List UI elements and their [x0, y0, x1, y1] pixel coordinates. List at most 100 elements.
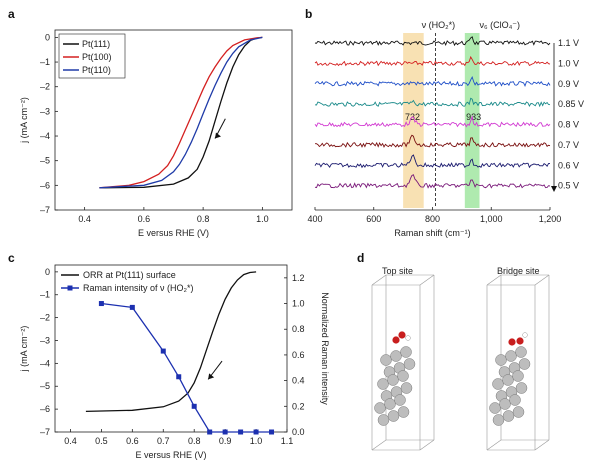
x-tick-label: 800 [425, 214, 440, 224]
y2-tick-label: 1.0 [292, 299, 305, 309]
y-tick-label: 0 [45, 32, 50, 42]
y2-tick-label: 0.2 [292, 401, 305, 411]
oxygen-atom [392, 336, 400, 344]
panel-letter-a: a [8, 7, 15, 21]
y-tick-label: –7 [40, 427, 50, 437]
x-axis-title: E versus RHE (V) [135, 450, 206, 460]
y-tick-label: –5 [40, 381, 50, 391]
series-line-raman [101, 302, 272, 433]
cell-edge [486, 439, 502, 451]
oxygen-atom [508, 338, 516, 346]
potential-label: 0.9 V [558, 79, 579, 89]
y-tick-label: –5 [40, 156, 50, 166]
y-tick-label: –4 [40, 131, 50, 141]
x-tick-label: 0.5 [95, 436, 108, 446]
legend-label-orr: ORR at Pt(111) surface [83, 270, 176, 280]
y-tick-label: –6 [40, 180, 50, 190]
pt-atom [384, 398, 396, 410]
raman-point [160, 348, 166, 354]
series-line-Pt(110) [99, 36, 263, 189]
y-tick-label: –7 [40, 205, 50, 215]
y-axis-title: j (mA cm⁻²) [19, 326, 29, 373]
x-tick-label: 1.0 [256, 214, 269, 224]
panel-d-structures: Top site Bridge site [371, 266, 550, 451]
highlight-band [403, 33, 424, 208]
top-site-label: Top site [382, 266, 413, 276]
pt-atom [489, 402, 501, 414]
x-axis-title: Raman shift (cm⁻¹) [394, 228, 470, 238]
y2-tick-label: 1.2 [292, 273, 305, 283]
y2-tick-label: 0.4 [292, 376, 305, 386]
x-tick-label: 0.8 [188, 436, 201, 446]
panel-letter-c: c [8, 251, 15, 265]
potential-label: 1.0 V [558, 58, 579, 68]
x-tick-label: 0.9 [219, 436, 232, 446]
x-tick-label: 600 [366, 214, 381, 224]
x-tick-label: 1,200 [539, 214, 562, 224]
peak-label-933: 933 [466, 112, 481, 122]
legend-label: Pt(110) [82, 65, 111, 75]
x-tick-label: 1.1 [281, 436, 294, 446]
y-tick-label: –1 [40, 57, 50, 67]
potential-label: 0.8 V [558, 120, 579, 130]
x-tick-label: 1,000 [480, 214, 503, 224]
y-tick-label: –6 [40, 404, 50, 414]
pt-atom [374, 402, 386, 414]
y-tick-label: –1 [40, 290, 50, 300]
clo4-label: ν₆ (ClO₄⁻) [480, 20, 521, 30]
potential-label: 0.5 V [558, 181, 579, 191]
pt-atom [492, 378, 504, 390]
y-axis-title: j (mA cm⁻²) [19, 97, 29, 144]
pt-atom [499, 398, 511, 410]
highlight-band [464, 33, 480, 208]
series-line-orr [85, 271, 257, 413]
y-tick-label: –3 [40, 106, 50, 116]
pt-atom [515, 346, 527, 358]
pt-atom [502, 410, 515, 422]
spectrum-0.7 V [315, 134, 551, 148]
cell-edge [486, 274, 502, 286]
spectrum-0.5 V [314, 174, 551, 189]
x-tick-label: 400 [307, 214, 322, 224]
y-tick-label: –3 [40, 335, 50, 345]
pt-atom [387, 374, 399, 386]
oxygen-atom [516, 337, 524, 345]
potential-arrow-head [551, 186, 557, 192]
cell-edge [534, 439, 550, 451]
pt-atom [502, 374, 514, 386]
cell-edge [419, 274, 435, 286]
plot-frame [54, 264, 288, 433]
oxygen-atom [398, 331, 406, 339]
x-tick-label: 0.6 [138, 214, 151, 224]
raman-point [222, 429, 228, 435]
pt-atom [515, 382, 528, 394]
y-tick-label: –2 [40, 313, 50, 323]
x-tick-label: 0.8 [197, 214, 210, 224]
pt-atom [509, 394, 521, 406]
y-tick-label: –4 [40, 358, 50, 368]
panel-letter-b: b [305, 7, 312, 21]
y2-tick-label: 0.6 [292, 350, 305, 360]
top-site-structure [371, 274, 435, 451]
raman-point [98, 301, 104, 307]
legend-label-raman: Raman intensity of ν (HO₂*) [83, 283, 194, 293]
x-axis-title: E versus RHE (V) [138, 228, 209, 238]
potential-label: 1.1 V [558, 38, 579, 48]
potential-label: 0.85 V [558, 99, 584, 109]
arrow-head [214, 132, 221, 139]
pt-atom [512, 406, 525, 418]
cell-edge [419, 439, 435, 451]
potential-label: 0.7 V [558, 140, 579, 150]
pt-atom [403, 358, 416, 370]
raman-point [191, 403, 197, 409]
legend-label: Pt(111) [82, 39, 110, 49]
pt-atom [492, 414, 505, 426]
pt-atom [400, 382, 413, 394]
spectrum-0.85 V [314, 97, 551, 108]
y2-tick-label: 0.0 [292, 427, 305, 437]
potential-label: 0.6 V [558, 160, 579, 170]
pt-atom [495, 354, 507, 366]
series-line-Pt(100) [99, 36, 263, 189]
pt-atom [518, 358, 531, 370]
cell-edge [371, 274, 387, 286]
